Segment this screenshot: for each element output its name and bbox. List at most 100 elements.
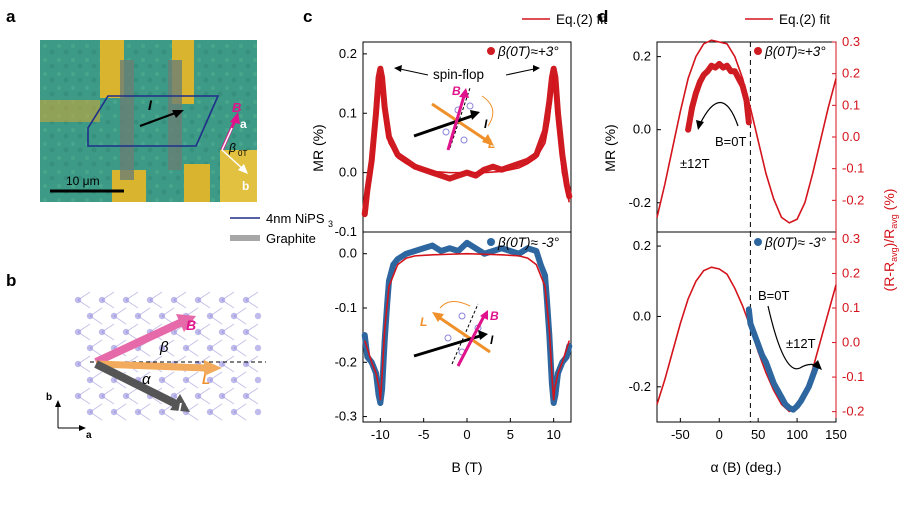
data-point: [550, 65, 557, 72]
data-point: [373, 110, 379, 117]
y-tick-label: -0.2: [629, 195, 651, 210]
scalebar-label: 10 μm: [66, 174, 100, 188]
data-point: [790, 406, 796, 413]
data-point: [550, 400, 557, 406]
lattice-bond: [89, 307, 103, 317]
lattice-bond: [221, 387, 235, 397]
c-xlabel: B (T): [451, 459, 482, 475]
c-top-plot: 0.2 0.1 0.0 -0.1: [335, 46, 573, 239]
lattice-bond: [245, 395, 259, 405]
data-point: [481, 166, 488, 173]
y-tick-label: 0.2: [633, 238, 651, 253]
lattice-bond: [197, 387, 211, 397]
lattice-atom: [254, 376, 262, 384]
d-bottom-sweep-arrow: [767, 305, 819, 370]
lattice-bond: [137, 411, 151, 421]
x-tick-label: -10: [371, 427, 390, 442]
data-point: [739, 83, 746, 89]
legend-nips3-sub: 3: [328, 219, 333, 229]
data-point: [746, 119, 752, 126]
y2-tick-label: 0.2: [842, 66, 860, 81]
lattice-bond: [77, 291, 91, 301]
y-tick-label: 0.2: [339, 46, 357, 61]
y2-tick-label: 0.0: [842, 335, 860, 350]
lattice-bond: [197, 331, 211, 341]
c-ylabel: MR (%): [310, 124, 326, 171]
a-axis-label-micro: a: [240, 117, 247, 131]
x-tick-label: -50: [671, 427, 690, 442]
data-point: [778, 394, 785, 401]
c-bottom-plot: 0.0 -0.1 -0.2 -0.3 -10 -5 0 5 10: [335, 239, 573, 442]
data-point: [498, 245, 505, 252]
y2-tick-label: 0.1: [842, 300, 860, 315]
lattice-bond: [161, 379, 175, 389]
lattice-bond: [89, 339, 103, 349]
beta-label-a: β: [228, 141, 236, 155]
c-top-inset-i: I: [484, 117, 488, 131]
d-bottom-bg: [657, 232, 836, 422]
d-y2label: (R-Ravg)/Ravg (%): [881, 189, 899, 292]
d-top-sweep-arrow: [699, 102, 739, 127]
b-vector-label: B: [186, 317, 196, 333]
data-point: [802, 391, 808, 397]
lattice-bond: [101, 323, 115, 333]
lattice-bond: [113, 307, 127, 317]
x-tick-label: 0: [716, 427, 723, 442]
lattice-bond: [233, 315, 247, 325]
lattice-bond: [125, 323, 139, 333]
data-point: [438, 172, 444, 179]
d-top-b0-label: B=0T: [715, 134, 746, 149]
data-point: [759, 352, 765, 358]
data-point: [464, 240, 470, 246]
data-point: [490, 248, 496, 254]
x-tick-label: 50: [751, 427, 765, 442]
lattice-bond: [137, 403, 151, 413]
lattice-bond: [161, 339, 175, 349]
spin-flop-arrows: [394, 65, 540, 76]
data-point: [774, 387, 781, 394]
y2-tick-label: 0.1: [842, 97, 860, 112]
lattice-bond: [125, 331, 139, 341]
lattice-bond: [149, 291, 163, 301]
l-vector-label: L: [202, 372, 210, 387]
c-legend-fit-label: Eq.(2) fit: [556, 12, 607, 27]
c-bottom-legend-label: β(0T)≈ -3°: [497, 235, 560, 250]
lattice-bond: [89, 347, 103, 357]
d-bottom-frame: [656, 231, 837, 423]
lattice-bond: [209, 347, 223, 357]
lattice-bond: [185, 379, 199, 389]
d-xlabel: α (B) (deg.): [710, 459, 781, 475]
x-tick-label: 0: [463, 427, 470, 442]
y-tick-label: -0.1: [335, 224, 357, 239]
data-point: [716, 61, 723, 67]
y-tick-label: 0.0: [633, 122, 651, 137]
lattice-bond: [149, 395, 163, 405]
lattice-bond: [137, 307, 151, 317]
data-point: [438, 248, 444, 254]
lattice-bond: [245, 299, 259, 309]
data-point: [472, 245, 479, 252]
lattice-bond: [77, 331, 91, 341]
data-point: [755, 341, 761, 348]
y2-tick-label: -0.1: [842, 369, 864, 384]
data-point: [794, 403, 800, 409]
data-point: [809, 373, 816, 380]
data-point: [446, 245, 453, 252]
lattice-bond: [113, 403, 127, 413]
panel-letter-a: a: [6, 7, 16, 26]
fit-series-line: [363, 252, 571, 401]
c-bottom-legend-marker: [487, 238, 495, 246]
lattice-bond: [221, 291, 235, 301]
d-bottom-sweep-head: [812, 360, 822, 370]
lattice-bond: [197, 395, 211, 405]
y2-tick-label: 0.0: [842, 129, 860, 144]
y2-tick-label: 0.3: [842, 231, 860, 246]
y-tick-label: 0.0: [339, 246, 357, 261]
lattice-atom: [254, 312, 262, 320]
data-point: [798, 398, 804, 404]
y-tick-label: 0.1: [339, 105, 357, 120]
spin-flop-label: spin-flop: [433, 67, 484, 82]
lattice-bond: [221, 331, 235, 341]
y2-tick-label: 0.2: [842, 265, 860, 280]
lattice-bond: [209, 307, 223, 317]
